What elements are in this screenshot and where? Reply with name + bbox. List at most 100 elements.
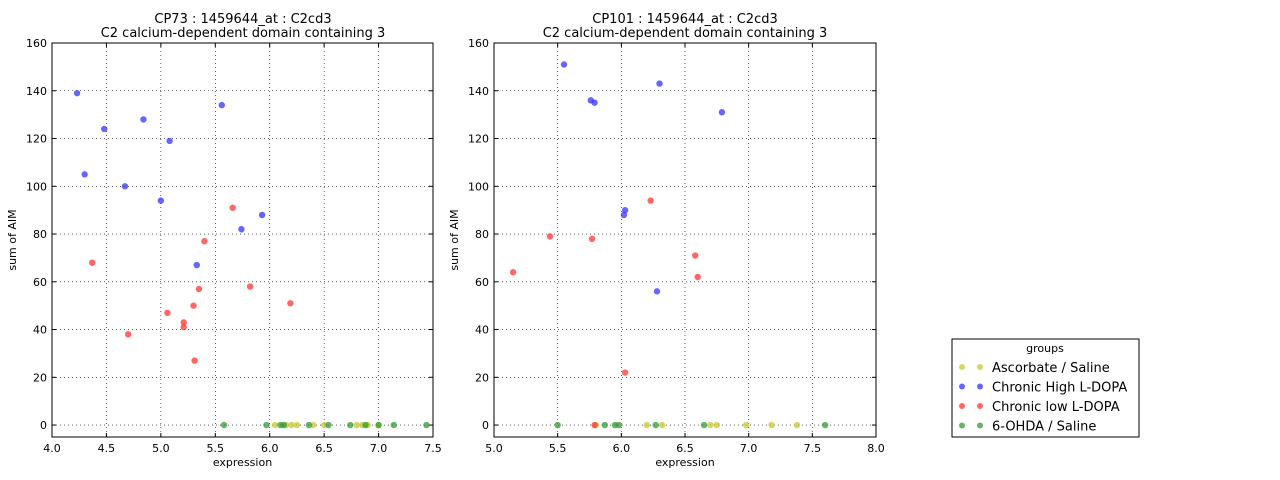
data-point: [793, 421, 801, 429]
chart-2: 5.0 5.5 6.0 6.5 7.0 7.5 8.0 0 20 40 60 80 100 120 140 1…: [448, 12, 885, 469]
x-tick-label: 4.0: [43, 442, 61, 455]
y-axis-label: sum of AIM: [6, 209, 19, 270]
data-point: [347, 421, 354, 429]
legend-marker: [977, 383, 983, 390]
data-point: [375, 421, 382, 429]
data-point: [691, 252, 699, 259]
data-point: [653, 288, 661, 295]
data-point: [81, 171, 88, 178]
y-tick-label: 140: [26, 85, 47, 98]
data-point: [621, 369, 629, 376]
y-tick-label: 120: [468, 133, 489, 146]
x-tick-label: 5.0: [485, 442, 503, 455]
legend: groups Ascorbate / Saline Chronic High L-…: [951, 338, 1140, 438]
data-point: [325, 421, 332, 429]
plots-area: 4.0 4.5 5.0 5.5 6.0 6.5 7.0 7.5 0 20 40 60 80 100 120 1…: [6, 12, 885, 469]
x-tick-label: 6.5: [315, 442, 333, 455]
data-point: [73, 89, 81, 97]
y-tick-label: 160: [26, 37, 47, 50]
data-point: [768, 421, 775, 429]
series-4: [554, 421, 829, 429]
legend-marker: [959, 383, 965, 390]
axes-frame: [493, 42, 877, 438]
legend-label: Chronic High L-DOPA: [992, 381, 1127, 396]
data-point: [263, 421, 270, 429]
x-tick-label: 6.5: [676, 442, 694, 455]
data-point: [305, 421, 313, 429]
y-tick-label: 60: [475, 276, 489, 289]
data-point: [220, 421, 228, 429]
data-point: [157, 197, 165, 204]
legend-item: Chronic low L-DOPA: [959, 400, 1120, 415]
y-tick-label: 20: [475, 371, 489, 384]
data-point: [713, 421, 721, 429]
data-point: [353, 421, 360, 429]
x-tick-label: 7.5: [424, 442, 442, 455]
legend-marker: [977, 403, 983, 409]
legend-marker: [977, 422, 983, 429]
data-point: [560, 61, 568, 68]
data-point: [621, 206, 629, 214]
x-tick-label: 5.5: [207, 442, 225, 455]
data-point: [140, 116, 147, 123]
data-point: [546, 233, 554, 240]
legend-title: groups: [1026, 342, 1064, 355]
data-point: [258, 211, 266, 219]
data-point: [280, 421, 288, 429]
y-tick-label: 140: [468, 85, 489, 98]
y-tick-label: 60: [33, 276, 47, 289]
data-point: [229, 204, 236, 211]
legend-item: Ascorbate / Saline: [959, 361, 1110, 376]
data-point: [718, 109, 726, 116]
data-point: [101, 125, 108, 133]
data-point: [195, 285, 203, 293]
x-tick-label: 5.0: [152, 442, 170, 455]
legend-label: 6-OHDA / Saline: [992, 420, 1096, 435]
data-point: [694, 273, 701, 281]
data-point: [591, 99, 598, 106]
data-point: [700, 421, 708, 429]
x-tick-label: 6.0: [261, 442, 279, 455]
data-point: [591, 421, 598, 429]
series-2: [560, 61, 726, 295]
series-4: [220, 421, 430, 429]
data-point: [588, 235, 596, 243]
series-3: [509, 197, 701, 429]
y-tick-label: 160: [468, 37, 489, 50]
data-point: [193, 261, 200, 269]
series-1: [592, 421, 801, 429]
data-point: [643, 421, 650, 429]
y-tick-label: 100: [468, 180, 489, 193]
y-tick-label: 20: [33, 371, 47, 384]
legend-marker: [977, 364, 983, 370]
data-point: [180, 319, 187, 326]
data-point: [362, 421, 369, 429]
y-tick-label: 100: [26, 180, 47, 193]
legend-marker: [959, 403, 965, 409]
x-tick-label: 7.0: [740, 442, 758, 455]
y-tick-label: 120: [26, 133, 47, 146]
data-point: [288, 421, 295, 429]
data-point: [601, 421, 608, 429]
data-point: [190, 302, 197, 309]
data-point: [554, 421, 561, 429]
chart-subtitle: C2 calcium-dependent domain containing 3: [101, 26, 386, 41]
data-point: [201, 237, 208, 245]
data-point: [246, 283, 254, 290]
data-point: [423, 421, 430, 429]
data-point: [89, 259, 96, 266]
data-point: [180, 323, 187, 331]
legend-marker: [959, 422, 965, 429]
y-tick-label: 40: [475, 324, 489, 337]
x-tick-label: 5.5: [549, 442, 567, 455]
legend-marker: [959, 364, 965, 370]
data-point: [166, 137, 173, 145]
series-2: [73, 89, 266, 269]
x-tick-label: 7.0: [370, 442, 388, 455]
y-tick-label: 40: [33, 324, 47, 337]
data-point: [191, 357, 198, 364]
y-axis-label: sum of AIM: [448, 209, 461, 270]
series-3: [89, 204, 294, 364]
data-point: [658, 421, 666, 429]
